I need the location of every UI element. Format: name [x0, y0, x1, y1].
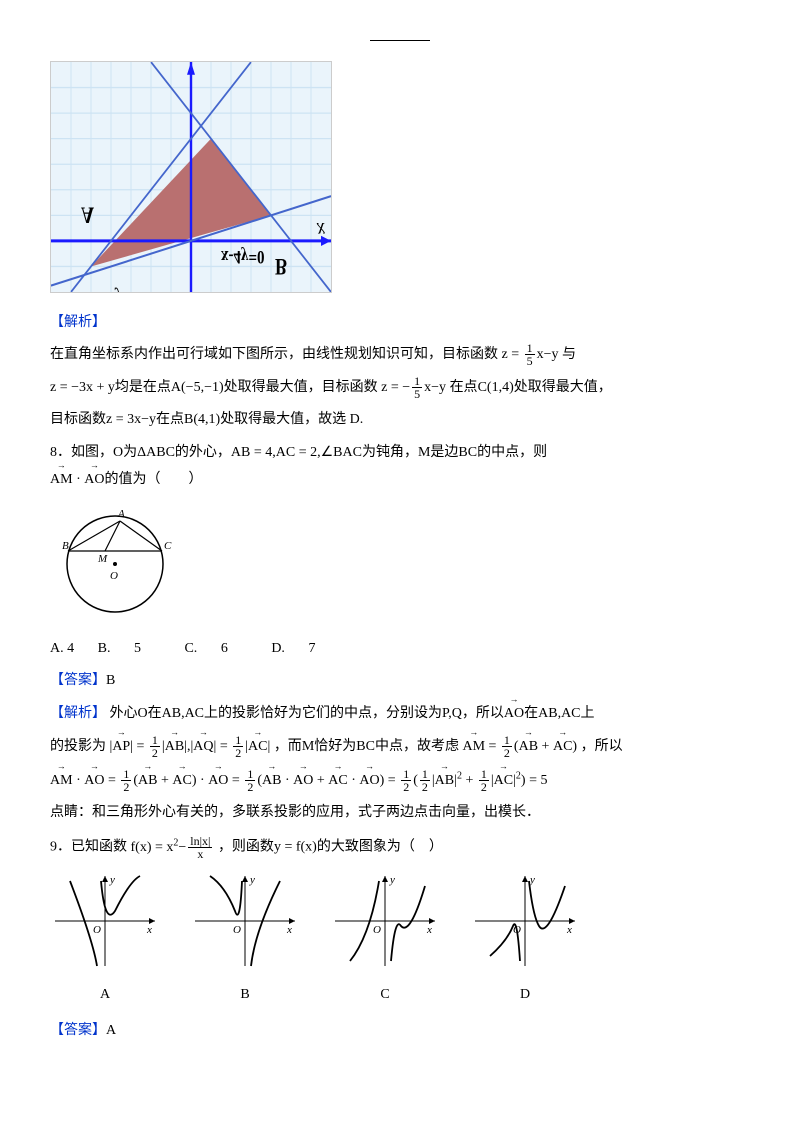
svg-text:y: y: [109, 874, 115, 886]
circle-diagram: B C A M O: [50, 499, 750, 630]
para2: z = −3x + y均是在点A(−5,−1)处取得最大值，目标函数 z = −…: [50, 375, 750, 402]
answer-9: 【答案】A: [50, 1018, 750, 1045]
solution-8-line1: 【解析】 外心O在AB,AC上的投影恰好为它们的中点，分别设为P,Q，所以AO在…: [50, 701, 750, 728]
svg-text:x: x: [286, 924, 292, 936]
svg-text:x-4y=0: x-4y=0: [221, 247, 264, 268]
svg-text:O: O: [110, 570, 118, 582]
svg-text:y: y: [249, 874, 255, 886]
svg-text:x: x: [316, 217, 326, 242]
solution-8-line3: AM · AO = 12(AB + AC) · AO = 12(AB · AO …: [50, 766, 750, 794]
svg-text:C: C: [164, 540, 172, 552]
para1: 在直角坐标系内作出可行域如下图所示，由线性规划知识可知，目标函数 z = 15x…: [50, 342, 750, 369]
svg-text:x: x: [566, 924, 572, 936]
feasible-region-graph: y x A B C x-y+3=0 x+y=5 x-4y=0 6 4: [50, 61, 750, 304]
question-9: 9．已知函数 f(x) = x2−ln|x|x ，则函数y = f(x)的大致图…: [50, 833, 750, 861]
svg-text:x: x: [146, 924, 152, 936]
page-rule: [370, 40, 430, 41]
svg-text:A: A: [81, 202, 94, 227]
svg-text:O: O: [93, 924, 101, 936]
svg-text:O: O: [233, 924, 241, 936]
svg-text:M: M: [97, 553, 108, 565]
svg-text:y: y: [389, 874, 395, 886]
svg-text:x-y+3=0: x-y+3=0: [101, 288, 157, 293]
answer-8: 【答案】B: [50, 668, 750, 695]
svg-text:O: O: [373, 924, 381, 936]
solution-8-line2: 的投影为 |AP| = 12|AB|,|AQ| = 12|AC| ，而M恰好为B…: [50, 734, 750, 761]
q8-options: A. 4 B. 5 C. 6 D. 7: [50, 636, 750, 663]
para3: 目标函数z = 3x−y在点B(4,1)处取得最大值，故选 D.: [50, 407, 750, 434]
analysis-label: 【解析】: [50, 315, 106, 330]
svg-text:y: y: [529, 874, 535, 886]
svg-text:A: A: [117, 508, 125, 520]
svg-text:B: B: [62, 540, 69, 552]
svg-text:B: B: [275, 253, 287, 278]
note-8: 点睛：和三角形外心有关的，多联系投影的应用，式子两边点击向量，出模长．: [50, 800, 750, 827]
svg-text:x: x: [426, 924, 432, 936]
question-8: 8．如图，O为ΔABC的外心，AB = 4,AC = 2,∠BAC为钝角，M是边…: [50, 440, 750, 493]
svg-text:O: O: [513, 924, 521, 936]
q9-graphs: x y O A x y O B x y O C: [50, 871, 750, 1008]
